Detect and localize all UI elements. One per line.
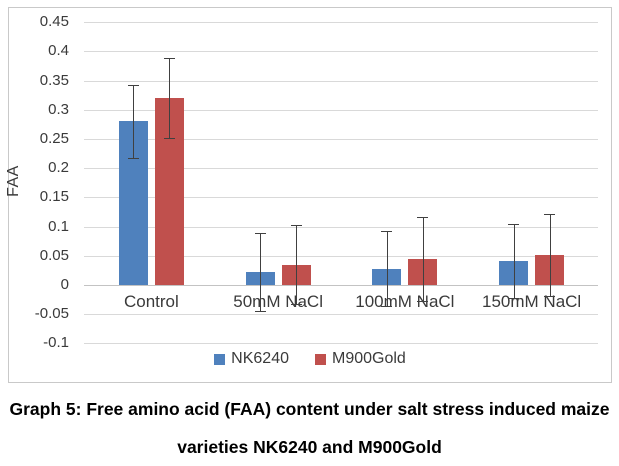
error-bar-nk6240-control (133, 85, 135, 158)
gridline-0 (84, 285, 598, 286)
legend-swatch-m900gold (315, 353, 326, 365)
error-cap-top-nk6240-50mm-nacl (254, 233, 266, 235)
error-cap-bottom-m900gold-100mm-nacl (417, 300, 429, 302)
chart-caption: Graph 5: Free amino acid (FAA) content u… (0, 390, 619, 466)
y-tick-0.45: 0.45 (39, 13, 69, 31)
x-category-control: Control (123, 292, 179, 311)
x-category-50mm-nacl: 50mM NaCl (233, 292, 323, 311)
error-cap-top-m900gold-150mm-nacl (544, 213, 556, 215)
legend-item-nk6240: NK6240 (214, 350, 289, 368)
gridline--0.05 (84, 314, 598, 316)
legend-label-m900gold: M900Gold (332, 350, 406, 367)
error-cap-bottom-nk6240-100mm-nacl (381, 306, 393, 308)
gridline-0.4 (84, 51, 598, 53)
y-tick-0.1: 0.1 (48, 217, 69, 235)
legend-item-m900gold: M900Gold (315, 350, 406, 368)
x-category-150mm-nacl: 150mM NaCl (482, 292, 582, 311)
y-tick-0.15: 0.15 (39, 188, 69, 206)
error-cap-bottom-nk6240-50mm-nacl (254, 311, 266, 313)
chart-area: FAA 0.45 0.4 0.35 0.3 0.25 0.2 0.15 0.1 0.05 0 -0.… (5, 7, 612, 383)
gridline-0.25 (84, 139, 598, 140)
gridline-0.45 (84, 22, 598, 24)
legend-label-nk6240: NK6240 (231, 350, 289, 367)
x-category-100mm-nacl: 100mM NaCl (355, 292, 455, 311)
gridline-0.2 (84, 168, 598, 170)
legend: NK6240 M900Gold (9, 350, 611, 368)
gridline-0.3 (84, 109, 598, 111)
error-cap-bottom-m900gold-150mm-nacl (544, 295, 556, 297)
error-cap-bottom-nk6240-control (127, 157, 139, 159)
y-tick-0: 0 (60, 276, 69, 293)
error-cap-bottom-m900gold-control (163, 138, 175, 140)
gridline-0.15 (84, 197, 598, 199)
error-cap-top-m900gold-100mm-nacl (417, 216, 429, 218)
error-cap-bottom-nk6240-150mm-nacl (508, 297, 520, 299)
gridline-0.1 (84, 226, 598, 228)
gridline-0.05 (84, 255, 598, 257)
y-tick-0.2: 0.2 (48, 159, 69, 177)
error-bar-nk6240-50mm-nacl (260, 233, 262, 312)
gridline-0.35 (84, 80, 598, 82)
y-tick--0.05: -0.05 (34, 305, 69, 323)
error-cap-top-m900gold-50mm-nacl (290, 224, 302, 226)
error-bar-m900gold-100mm-nacl (422, 216, 424, 301)
error-cap-top-nk6240-control (127, 85, 139, 87)
error-cap-bottom-m900gold-50mm-nacl (290, 304, 302, 306)
error-cap-top-nk6240-150mm-nacl (508, 224, 520, 226)
y-tick-0.25: 0.25 (39, 130, 69, 147)
error-cap-top-m900gold-control (163, 57, 175, 59)
gridline--0.1 (84, 343, 598, 345)
error-bar-m900gold-50mm-nacl (296, 224, 298, 305)
error-cap-top-nk6240-100mm-nacl (381, 231, 393, 233)
error-bar-m900gold-150mm-nacl (549, 213, 551, 296)
caption-line-2: varieties NK6240 and M900Gold (177, 437, 442, 457)
error-bar-nk6240-150mm-nacl (513, 224, 515, 298)
y-tick--0.1: -0.1 (43, 334, 69, 352)
error-bar-m900gold-control (169, 57, 171, 139)
y-tick-0.05: 0.05 (39, 246, 69, 264)
y-tick-0.4: 0.4 (48, 42, 69, 60)
y-tick-0.3: 0.3 (48, 100, 69, 118)
caption-line-1: Graph 5: Free amino acid (FAA) content u… (9, 399, 610, 419)
error-bar-nk6240-100mm-nacl (386, 231, 388, 307)
legend-swatch-nk6240 (214, 353, 226, 365)
y-tick-0.35: 0.35 (39, 71, 69, 89)
